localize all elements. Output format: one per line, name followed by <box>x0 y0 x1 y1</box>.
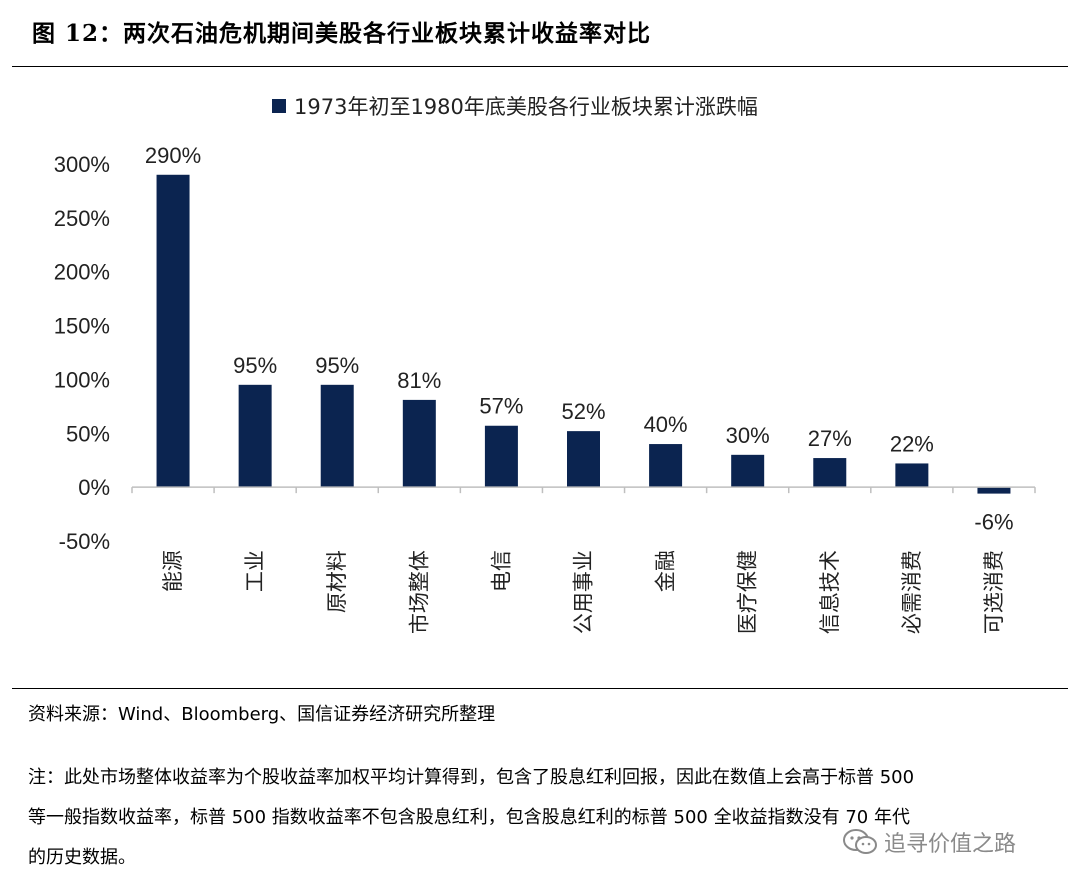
data-label: 52% <box>561 399 605 424</box>
data-label: 95% <box>315 353 359 378</box>
data-label: 30% <box>726 423 770 448</box>
top-divider <box>12 66 1068 67</box>
bar <box>484 425 518 488</box>
watermark: 追寻价值之路 <box>834 826 1025 858</box>
bar <box>895 463 929 488</box>
bar <box>567 431 600 488</box>
y-tick-label: 50% <box>66 421 110 446</box>
legend-swatch <box>272 99 286 113</box>
bar-chart: 1973年初至1980年底美股各行业板块累计涨跌幅 300% 250% 200% 15… <box>54 95 1036 634</box>
bar <box>156 174 190 488</box>
note-line: 等一般指数收益率，标普 500 指数收益率不包含股息红利，包含股息红利的标普 5… <box>28 807 910 828</box>
y-tick-label: 250% <box>54 206 110 231</box>
x-tick-label: 公用事业 <box>572 550 596 634</box>
data-label: 27% <box>808 426 852 451</box>
bar <box>731 454 765 488</box>
x-axis: 能源 工业 原材料 市场整体 电信 公用事业 金融 医疗保健 信息技术 必需消费 可选消费 <box>131 486 1036 634</box>
figure-title: 图 12：两次石油危机期间美股各行业板块累计收益率对比 <box>32 20 652 47</box>
legend-label: 1973年初至1980年底美股各行业板块累计涨跌幅 <box>294 95 758 119</box>
data-label: -6% <box>974 510 1013 535</box>
x-tick-label: 医疗保健 <box>736 550 760 634</box>
data-label: 95% <box>233 353 277 378</box>
watermark-text: 追寻价值之路 <box>884 832 1017 857</box>
x-tick-label: 可选消费 <box>982 550 1006 634</box>
chart-legend: 1973年初至1980年底美股各行业板块累计涨跌幅 <box>272 95 758 119</box>
x-tick-label: 工业 <box>243 550 267 592</box>
y-tick-label: 200% <box>54 260 110 285</box>
source-text: 资料来源：Wind、Bloomberg、国信证券经济研究所整理 <box>28 704 496 725</box>
note-line: 的历史数据。 <box>28 847 136 868</box>
bottom-divider <box>12 688 1068 689</box>
bars-group: 290% 95% 95% 81% 57% 52% 40% 30% 27% 22% -6% <box>145 143 1014 535</box>
data-label: 57% <box>479 394 523 419</box>
data-label: 22% <box>890 431 934 456</box>
bar <box>977 487 1011 494</box>
y-tick-label: 100% <box>54 367 110 392</box>
x-tick-label: 金融 <box>654 550 678 592</box>
bar <box>649 444 683 488</box>
wechat-icon <box>843 829 877 854</box>
note-text: 注：此处市场整体收益率为个股收益率加权平均计算得到，包含了股息红利回报，因此在数… <box>28 758 1073 878</box>
y-tick-label: 300% <box>54 152 110 177</box>
y-tick-label: 0% <box>78 475 110 500</box>
bar <box>813 458 847 488</box>
x-tick-label: 必需消费 <box>900 550 924 634</box>
y-tick-label: -50% <box>59 529 110 554</box>
y-tick-label: 150% <box>54 314 110 339</box>
x-tick-label: 原材料 <box>325 550 349 613</box>
bar <box>402 399 436 488</box>
data-label: 81% <box>397 368 441 393</box>
data-label: 40% <box>644 412 688 437</box>
x-tick-label: 市场整体 <box>407 550 431 634</box>
bar <box>238 384 272 488</box>
bar <box>320 384 354 488</box>
note-line: 注：此处市场整体收益率为个股收益率加权平均计算得到，包含了股息红利回报，因此在数… <box>28 767 915 788</box>
y-axis: 300% 250% 200% 150% 100% 50% 0% -50% <box>54 152 110 554</box>
data-label: 290% <box>145 143 201 168</box>
x-tick-label: 电信 <box>489 550 513 592</box>
x-tick-label: 能源 <box>161 550 185 592</box>
x-tick-label: 信息技术 <box>818 550 842 634</box>
